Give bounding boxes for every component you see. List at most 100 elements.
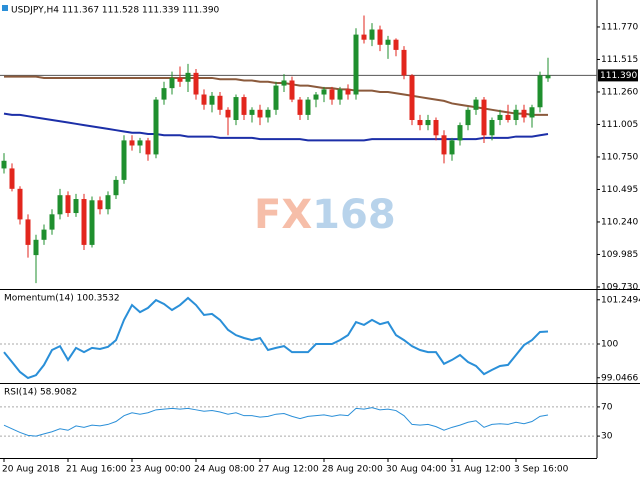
candle-body bbox=[401, 49, 407, 76]
candle-body bbox=[113, 179, 119, 196]
candle-body bbox=[17, 188, 23, 220]
candle-body bbox=[65, 195, 71, 214]
y-tick-label: 110.495 bbox=[601, 185, 638, 195]
candle-body bbox=[369, 29, 375, 40]
candle-body bbox=[225, 109, 231, 118]
candle-body bbox=[81, 199, 87, 245]
x-tick-label: 21 Aug 16:00 bbox=[66, 465, 127, 475]
candle-body bbox=[89, 200, 95, 245]
candle-body bbox=[449, 140, 455, 155]
candle-body bbox=[537, 75, 543, 108]
candle-body bbox=[441, 135, 447, 155]
candle-body bbox=[33, 239, 39, 256]
candle-body bbox=[161, 88, 167, 100]
candle-body bbox=[193, 72, 199, 95]
candle-body bbox=[97, 200, 103, 210]
candle-body bbox=[145, 140, 151, 155]
x-tick-label: 3 Sep 16:00 bbox=[514, 465, 569, 475]
y-tick-label: 101.2494 bbox=[601, 295, 640, 305]
candle-body bbox=[345, 89, 351, 95]
candle-body bbox=[105, 195, 111, 210]
candle-body bbox=[177, 77, 183, 82]
watermark-part: 168 bbox=[312, 192, 396, 238]
y-tick-label: 111.260 bbox=[601, 87, 638, 97]
y-tick-label: 70 bbox=[601, 402, 613, 412]
watermark: FX168 bbox=[254, 192, 396, 238]
candle-body bbox=[257, 109, 263, 118]
candle-body bbox=[49, 214, 55, 230]
x-tick-label: 30 Aug 04:00 bbox=[386, 465, 447, 475]
last-price-tag bbox=[598, 69, 638, 82]
candle-body bbox=[513, 109, 519, 120]
candle-body bbox=[457, 125, 463, 141]
candle-body bbox=[521, 109, 527, 118]
candle-body bbox=[201, 94, 207, 105]
candle-body bbox=[273, 85, 279, 110]
candle-body bbox=[121, 140, 127, 180]
candle-body bbox=[433, 120, 439, 136]
candle-body bbox=[249, 109, 255, 115]
candle-body bbox=[305, 99, 311, 115]
candle-body bbox=[25, 219, 31, 245]
panel-title: USDJPY,H4 111.367 111.528 111.339 111.39… bbox=[11, 6, 220, 16]
candle-body bbox=[321, 89, 327, 95]
candle-body bbox=[57, 195, 63, 215]
candle-body bbox=[481, 99, 487, 136]
candle-body bbox=[217, 95, 223, 110]
candle-body bbox=[425, 120, 431, 126]
panel-title: Momentum(14) 100.3532 bbox=[4, 294, 120, 304]
candle-body bbox=[409, 75, 415, 120]
x-tick-label: 28 Aug 20:00 bbox=[322, 465, 383, 475]
candle-body bbox=[497, 114, 503, 120]
candle-body bbox=[73, 199, 79, 214]
moving-average bbox=[3, 112, 549, 142]
candle-body bbox=[545, 75, 551, 79]
candle-body bbox=[377, 29, 383, 45]
y-tick-label: 30 bbox=[601, 432, 613, 442]
candle-body bbox=[153, 99, 159, 155]
candle-body bbox=[361, 34, 367, 40]
candle-body bbox=[289, 80, 295, 100]
y-tick-label: 99.0466 bbox=[601, 373, 638, 383]
y-tick-label: 111.005 bbox=[601, 120, 638, 130]
candle-body bbox=[129, 140, 135, 146]
candle-body bbox=[41, 229, 47, 240]
candle-body bbox=[209, 95, 215, 105]
watermark-part: FX bbox=[254, 192, 312, 238]
y-tick-label: 109.730 bbox=[601, 282, 638, 292]
candle-body bbox=[393, 39, 399, 50]
y-tick-label: 111.515 bbox=[601, 55, 638, 65]
x-tick-label: 27 Aug 12:00 bbox=[258, 465, 319, 475]
candle-body bbox=[473, 99, 479, 110]
candle-body bbox=[353, 34, 359, 95]
candle-body bbox=[465, 109, 471, 126]
candle-body bbox=[265, 109, 271, 118]
y-tick-label: 110.240 bbox=[601, 217, 638, 227]
candle-body bbox=[329, 89, 335, 100]
x-tick-label: 20 Aug 2018 bbox=[2, 465, 60, 475]
candle-body bbox=[241, 97, 247, 115]
candle-body bbox=[505, 114, 511, 120]
indicator-line bbox=[3, 296, 549, 380]
y-tick-label: 111.770 bbox=[601, 22, 638, 32]
panel-title: RSI(14) 58.9082 bbox=[4, 388, 77, 398]
candle-body bbox=[185, 72, 191, 82]
candle-body bbox=[1, 160, 7, 169]
candle-body bbox=[281, 80, 287, 86]
candle-body bbox=[529, 107, 535, 118]
candle-body bbox=[337, 89, 343, 100]
candle-body bbox=[297, 99, 303, 115]
title-bg bbox=[2, 5, 8, 11]
candle-body bbox=[137, 140, 143, 146]
y-tick-label: 110.750 bbox=[601, 152, 638, 162]
x-tick-label: 31 Aug 12:00 bbox=[450, 465, 511, 475]
x-tick-label: 24 Aug 08:00 bbox=[194, 465, 255, 475]
candle-body bbox=[417, 120, 423, 126]
candle-body bbox=[313, 94, 319, 100]
y-tick-label: 109.985 bbox=[601, 250, 638, 260]
x-tick-label: 23 Aug 00:00 bbox=[130, 465, 191, 475]
last-price-label: 111.390 bbox=[600, 71, 637, 81]
candle-body bbox=[9, 168, 15, 189]
